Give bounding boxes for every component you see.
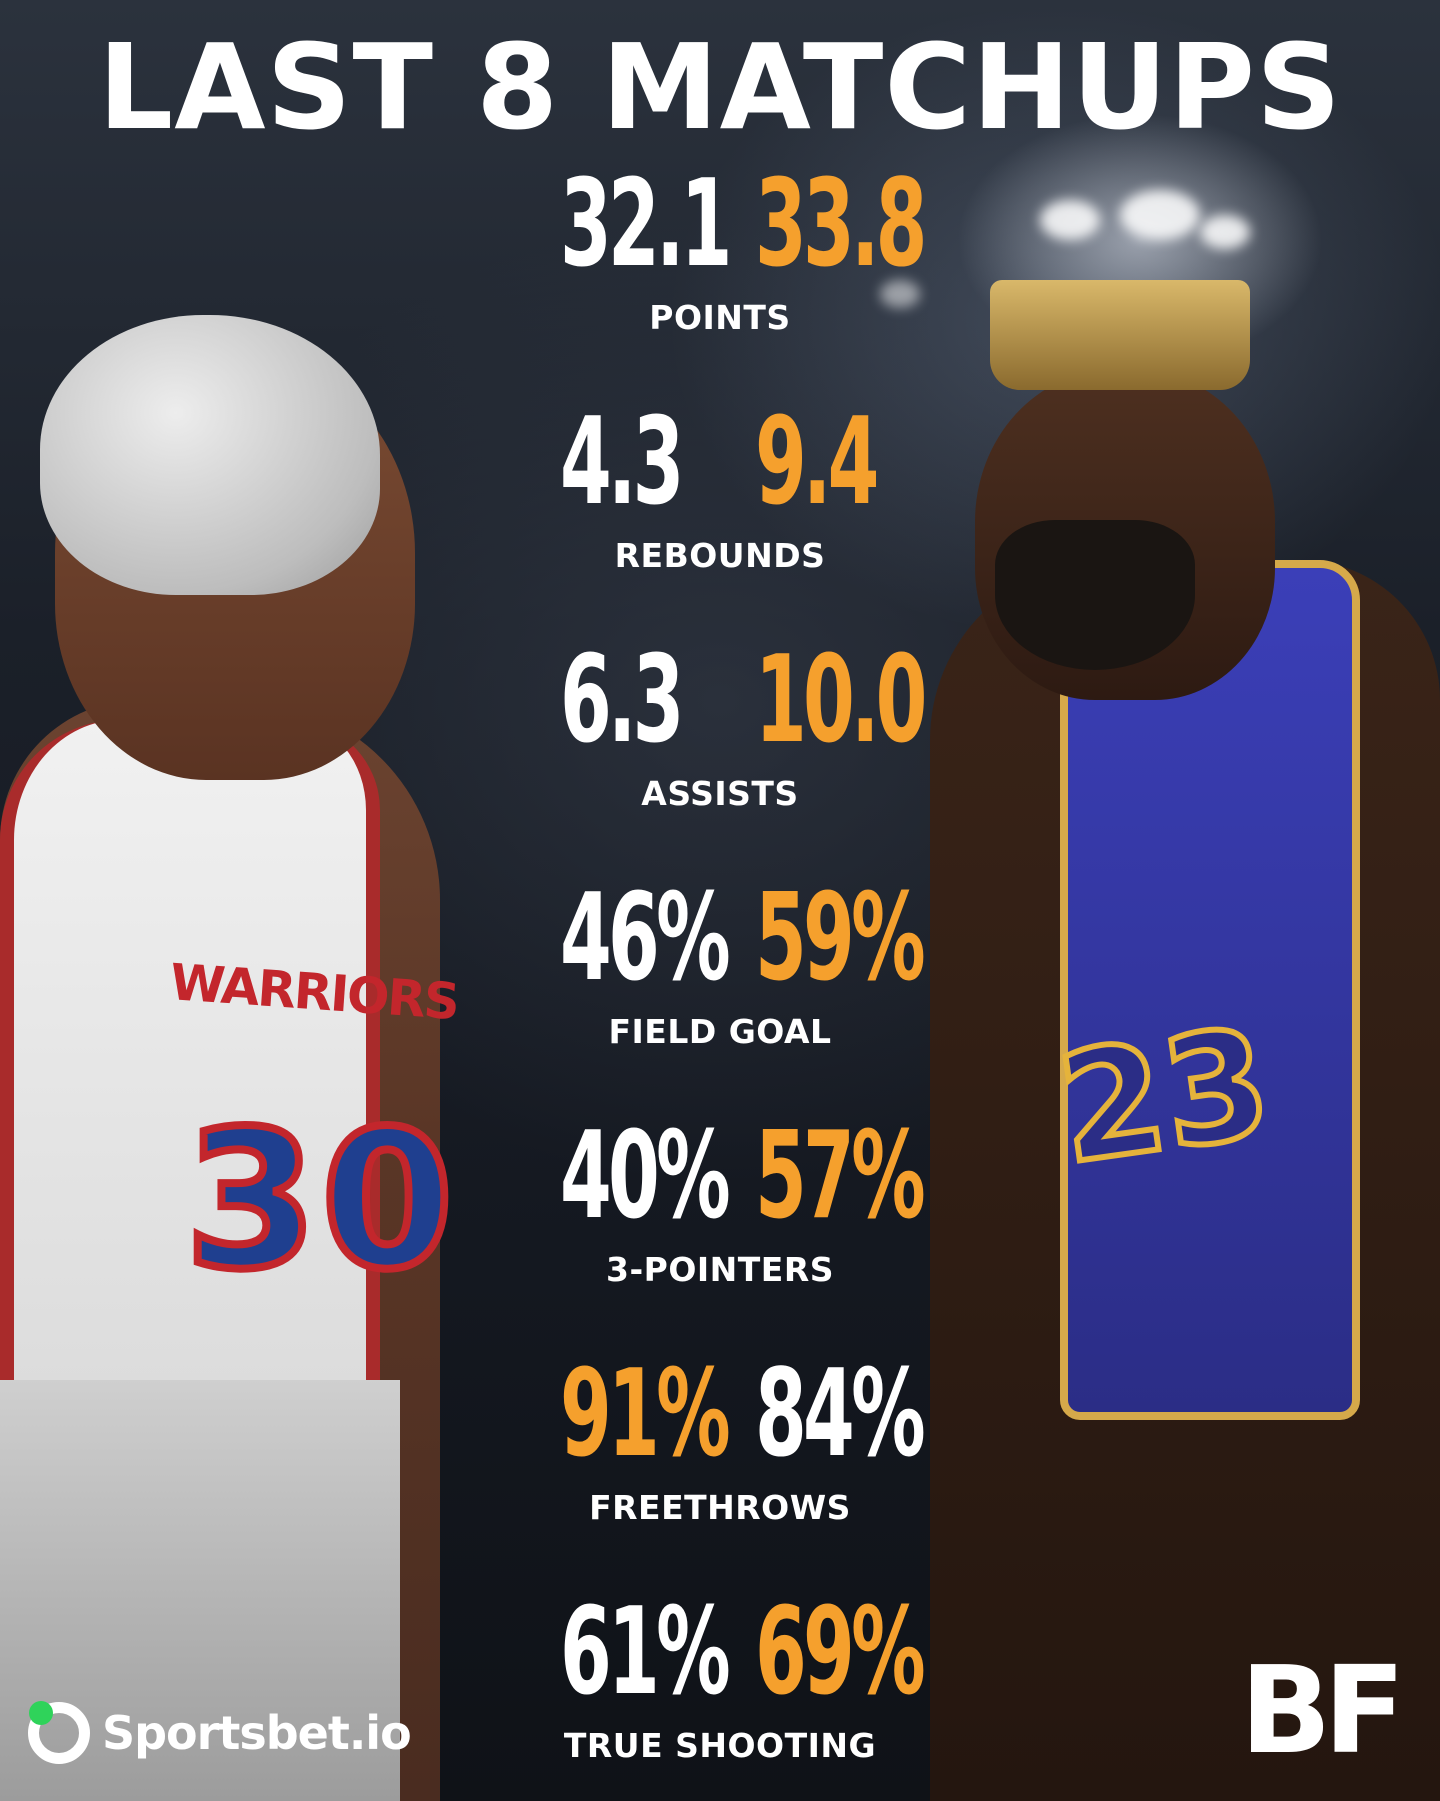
stat-label: FIELD GOAL [608, 1012, 832, 1051]
sportsbet-ring-icon [28, 1701, 90, 1764]
left-player-jersey [0, 720, 380, 1390]
arena-light [1120, 190, 1200, 240]
arena-light [880, 280, 920, 308]
right-player-beard [995, 520, 1195, 670]
stat-values: 6.3 10.0 [520, 626, 927, 776]
right-value: 9.4 [755, 393, 879, 532]
stat-values: 32.1 33.8 [520, 150, 927, 300]
stat-label: ASSISTS [641, 774, 799, 813]
sportsbet-logo: Sportsbet.io [28, 1692, 412, 1774]
right-value: 59% [755, 869, 926, 1008]
left-value: 32.1 [560, 155, 732, 294]
left-value: 91% [560, 1345, 731, 1484]
right-value: 84% [755, 1345, 926, 1484]
arena-light [1040, 200, 1100, 240]
right-jersey-number: 23 [1046, 993, 1283, 1200]
right-player-jersey [1060, 560, 1360, 1420]
page-title: LAST 8 MATCHUPS [98, 18, 1342, 156]
stat-label: FREETHROWS [589, 1488, 851, 1527]
crown [990, 280, 1250, 390]
stat-label: POINTS [649, 298, 791, 337]
stat-values: 61% 69% [520, 1578, 926, 1728]
right-value: 57% [755, 1107, 926, 1246]
stat-values: 4.3 9.4 [520, 388, 920, 538]
sportsbet-dot-icon [29, 1701, 53, 1725]
arena-light [1200, 215, 1250, 249]
stat-values: 46% 59% [520, 864, 926, 1014]
left-value: 6.3 [560, 631, 684, 770]
stat-values: 91% 84% [520, 1340, 926, 1490]
left-value: 40% [560, 1107, 731, 1246]
stat-values: 40% 57% [520, 1102, 926, 1252]
bf-logo: BF [1240, 1642, 1405, 1781]
right-value: 10.0 [755, 631, 927, 770]
left-value: 61% [560, 1583, 731, 1722]
chef-hat [40, 315, 380, 595]
stat-label: TRUE SHOOTING [563, 1726, 877, 1765]
stat-label: REBOUNDS [614, 536, 826, 575]
left-value: 4.3 [560, 393, 684, 532]
sponsor-name: Sportsbet.io [102, 1706, 412, 1760]
left-value: 46% [560, 869, 731, 1008]
left-jersey-number: 30 [181, 1086, 458, 1315]
stat-label: 3-POINTERS [605, 1250, 835, 1289]
right-value: 69% [755, 1583, 926, 1722]
right-value: 33.8 [755, 155, 927, 294]
